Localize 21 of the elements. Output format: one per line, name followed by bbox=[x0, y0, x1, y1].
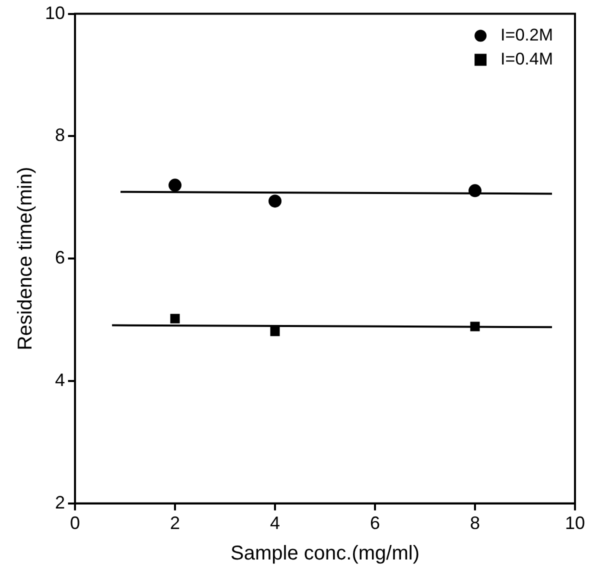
point bbox=[170, 314, 180, 324]
point bbox=[468, 184, 482, 198]
x-tick-label: 0 bbox=[70, 513, 80, 534]
legend-label: I=0.4M bbox=[500, 49, 554, 68]
x-tick-label: 10 bbox=[564, 513, 586, 534]
y-tick-label: 6 bbox=[55, 248, 66, 268]
y-tick-label: 8 bbox=[55, 125, 66, 146]
y-tick-label: 4 bbox=[55, 370, 66, 390]
x-tick-label: 2 bbox=[170, 513, 180, 534]
point bbox=[168, 178, 182, 192]
x-tick-label: 8 bbox=[470, 513, 480, 534]
point bbox=[270, 326, 280, 336]
y-axis-title: Residence time(min) bbox=[14, 166, 37, 350]
point bbox=[268, 194, 282, 208]
point bbox=[470, 322, 480, 332]
legend-label: I=0.2M bbox=[500, 25, 554, 44]
y-tick-label: 2 bbox=[55, 492, 66, 512]
x-tick-label: 4 bbox=[270, 513, 280, 534]
x-tick-label: 6 bbox=[370, 513, 380, 534]
x-axis-title: Sample conc.(mg/ml) bbox=[230, 542, 420, 565]
y-tick-label: 10 bbox=[44, 2, 66, 23]
